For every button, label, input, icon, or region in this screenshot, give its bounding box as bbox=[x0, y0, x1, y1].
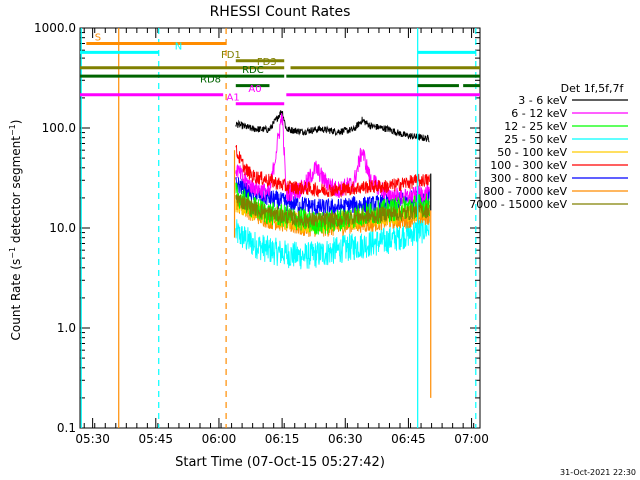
legend-label-7000-15000-kev: 7000 - 15000 keV bbox=[469, 198, 567, 211]
timestamp: 31-Oct-2021 22:30 bbox=[560, 468, 636, 477]
flag-label-fd3: FD3 bbox=[257, 57, 277, 68]
legend-label-300-800-kev: 300 - 800 keV bbox=[490, 172, 567, 185]
y-label-post: ) bbox=[9, 120, 23, 125]
flag-label-a0: A0 bbox=[248, 84, 261, 95]
legend-label-800-7000-kev: 800 - 7000 keV bbox=[483, 185, 567, 198]
series-line-25-50-kev bbox=[235, 215, 430, 270]
y-tick-label: 10.0 bbox=[49, 221, 76, 235]
y-label-pre: Count Rate (s bbox=[9, 259, 23, 341]
legend-label-100-300-kev: 100 - 300 keV bbox=[490, 159, 567, 172]
y-tick-label: 100.0 bbox=[42, 121, 76, 135]
x-tick-label: 06:15 bbox=[265, 432, 300, 446]
flag-label-n: N bbox=[175, 41, 182, 52]
legend-label-50-100-kev: 50 - 100 keV bbox=[497, 146, 567, 159]
flag-label-rd8: RD8 bbox=[200, 75, 221, 86]
series-line-100-300-kev bbox=[235, 145, 430, 198]
x-tick-label: 06:00 bbox=[202, 432, 237, 446]
series-line-3-6-kev bbox=[235, 110, 430, 143]
x-tick-label: 05:45 bbox=[138, 432, 173, 446]
x-tick-label: 07:00 bbox=[454, 432, 489, 446]
chart-title: RHESSI Count Rates bbox=[210, 4, 351, 20]
legend-title: Det 1f,5f,7f bbox=[561, 82, 625, 95]
y-label-mid: detector segment bbox=[9, 136, 23, 247]
legend-label-3-6-kev: 3 - 6 keV bbox=[518, 94, 567, 107]
legend-label-6-12-kev: 6 - 12 keV bbox=[511, 107, 567, 120]
flag-label-s: S bbox=[95, 32, 101, 43]
y-axis-label: Count Rate (s−1 detector segment−1) bbox=[8, 120, 23, 341]
series-line-6-12-kev bbox=[235, 113, 430, 206]
x-axis-label: Start Time (07-Oct-15 05:27:42) bbox=[175, 455, 385, 470]
x-tick-label: 06:45 bbox=[391, 432, 426, 446]
flag-label-rdc: RDC bbox=[242, 65, 264, 76]
plot-area: 0.1 1.0 10.0 100.0 1000.0 05:30 05:45 06:00 06:1… bbox=[34, 21, 489, 446]
series-line-800-7000-kev bbox=[235, 196, 430, 238]
y-label-sup1: −1 bbox=[8, 247, 17, 259]
series-line-7000-15000-kev bbox=[235, 194, 430, 230]
x-tick-label: 06:30 bbox=[328, 432, 363, 446]
y-tick-label: 1.0 bbox=[57, 321, 76, 335]
flag-label-fd1: FD1 bbox=[221, 50, 241, 61]
x-tick-label: 05:30 bbox=[75, 432, 110, 446]
y-tick-label: 1000.0 bbox=[34, 21, 76, 35]
y-tick-label: 0.1 bbox=[57, 421, 76, 435]
legend-label-25-50-kev: 25 - 50 keV bbox=[504, 133, 567, 146]
flag-label-a1: A1 bbox=[227, 93, 240, 104]
y-label-sup2: −1 bbox=[8, 124, 17, 136]
legend-label-12-25-kev: 12 - 25 keV bbox=[504, 120, 567, 133]
